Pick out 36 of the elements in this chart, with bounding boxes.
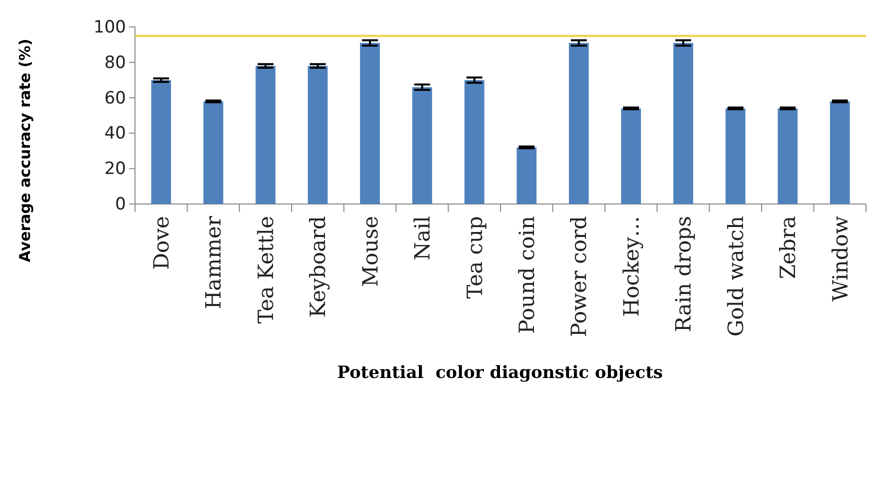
bar — [726, 108, 746, 204]
y-tick-label: 60 — [104, 88, 126, 108]
x-tick-label: Gold watch — [724, 216, 748, 336]
x-tick-label: Hammer — [202, 215, 226, 310]
y-tick-label: 100 — [94, 17, 126, 38]
bar — [778, 108, 798, 204]
x-axis-title: Potential color diagonstic objects — [337, 363, 663, 383]
x-tick-label: Hockey… — [619, 216, 644, 317]
y-tick-label: 40 — [104, 124, 126, 144]
bar — [412, 87, 432, 204]
x-tick-label: Rain drops — [672, 216, 696, 332]
bar — [464, 80, 484, 204]
bar — [568, 42, 589, 204]
x-tick-label: Dove — [149, 216, 174, 270]
y-tick-label: 0 — [115, 194, 126, 214]
x-tick-label: Zebra — [776, 216, 800, 280]
bar — [308, 66, 328, 204]
y-tick-label: 80 — [104, 52, 126, 73]
x-tick-label: Tea Kettle — [254, 216, 278, 324]
bar — [151, 80, 172, 204]
bar — [360, 42, 380, 204]
y-tick-label: 20 — [104, 159, 126, 180]
bar — [830, 101, 850, 204]
x-tick-label: Tea cup — [462, 216, 487, 299]
x-tick-label: Mouse — [358, 216, 382, 287]
bar — [673, 42, 694, 204]
bar — [256, 66, 276, 204]
x-tick-label: Nail — [410, 216, 435, 260]
bar — [203, 101, 224, 204]
bar — [621, 108, 641, 204]
x-tick-label: Window — [828, 216, 852, 302]
x-tick-label: Pound coin — [514, 216, 539, 334]
x-tick-label: Power cord — [567, 216, 592, 337]
y-axis-title: Average accuracy rate (%) — [16, 38, 34, 262]
bar — [516, 147, 537, 204]
x-tick-label: Keyboard — [306, 216, 330, 318]
